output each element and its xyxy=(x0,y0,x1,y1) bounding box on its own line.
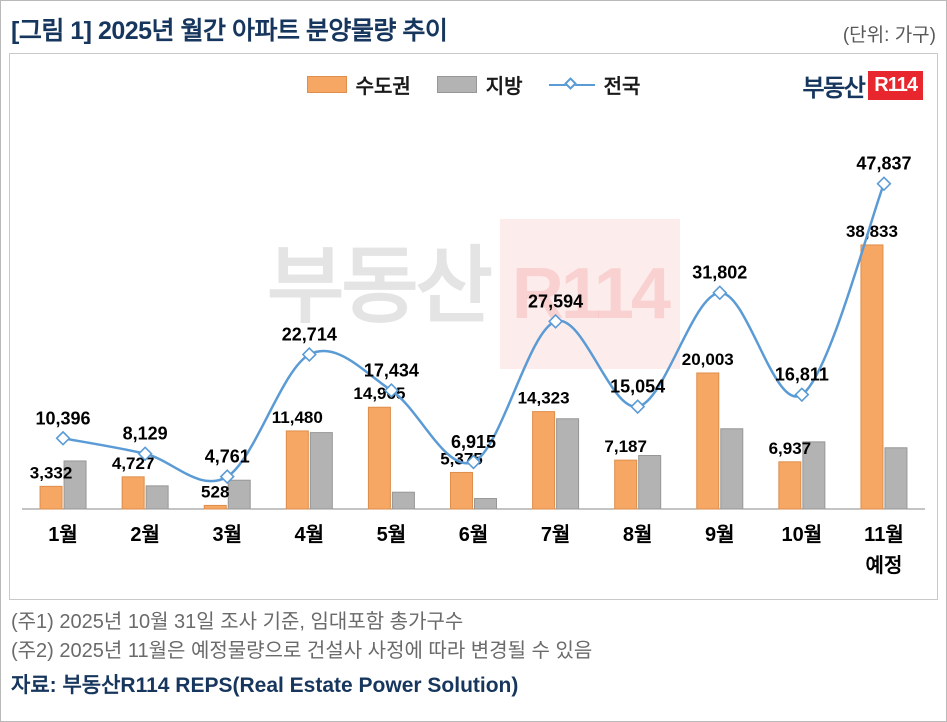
figure-title: [그림 1] 2025년 월간 아파트 분양물량 추이 xyxy=(11,17,448,45)
svg-text:38,833: 38,833 xyxy=(846,222,898,241)
brand-logo: 부동산 R114 xyxy=(803,68,923,103)
svg-text:8,129: 8,129 xyxy=(123,424,168,444)
svg-text:6월: 6월 xyxy=(459,523,489,546)
svg-text:3,332: 3,332 xyxy=(30,463,73,482)
svg-text:10,396: 10,396 xyxy=(36,408,91,428)
svg-text:17,434: 17,434 xyxy=(364,360,419,380)
svg-text:4,761: 4,761 xyxy=(205,447,250,467)
svg-text:11,480: 11,480 xyxy=(272,408,323,427)
footnote-1: (주1) 2025년 10월 31일 조사 기준, 임대포함 총가구수 xyxy=(11,611,464,633)
brand-r114-badge: R114 xyxy=(868,71,923,100)
svg-text:6,915: 6,915 xyxy=(451,432,496,452)
figure-header: [그림 1] 2025년 월간 아파트 분양물량 추이 (단위: 가구) xyxy=(1,1,946,51)
svg-text:8월: 8월 xyxy=(623,523,653,546)
svg-text:31,802: 31,802 xyxy=(692,263,747,283)
svg-text:22,714: 22,714 xyxy=(282,325,337,345)
svg-text:7,187: 7,187 xyxy=(604,437,647,456)
svg-text:4월: 4월 xyxy=(295,523,325,546)
footnotes: (주1) 2025년 10월 31일 조사 기준, 임대포함 총가구수 (주2)… xyxy=(1,600,946,699)
svg-text:16,811: 16,811 xyxy=(775,365,829,385)
svg-text:3월: 3월 xyxy=(212,523,242,546)
svg-text:2월: 2월 xyxy=(130,523,160,546)
svg-text:7월: 7월 xyxy=(541,523,571,546)
svg-text:11월: 11월 xyxy=(864,523,904,546)
chart-area: 수도권 지방 전국 부동산 R114 부동산 R114 3,332 1월 4,727… xyxy=(9,53,938,600)
svg-text:528: 528 xyxy=(201,482,229,501)
combo-bar-line-chart: 3,3321월4,7272월5283월11,4804월14,9655월5,375… xyxy=(22,154,925,577)
svg-text:10월: 10월 xyxy=(782,523,823,546)
source-line: 자료: 부동산R114 REPS(Real Estate Power Solut… xyxy=(11,674,519,697)
svg-text:9월: 9월 xyxy=(705,523,735,546)
svg-text:6,937: 6,937 xyxy=(769,439,812,458)
brand-logo-text: 부동산 xyxy=(802,75,866,102)
svg-text:5월: 5월 xyxy=(377,523,407,546)
svg-text:예정: 예정 xyxy=(866,554,903,577)
svg-text:27,594: 27,594 xyxy=(528,291,583,311)
svg-text:1월: 1월 xyxy=(48,523,78,546)
svg-text:14,323: 14,323 xyxy=(518,389,570,408)
svg-text:47,837: 47,837 xyxy=(856,154,911,174)
footnote-2: (주2) 2025년 11월은 예정물량으로 건설사 사정에 따라 변경될 수 … xyxy=(11,640,593,662)
unit-note: (단위: 가구) xyxy=(842,25,936,46)
svg-text:15,054: 15,054 xyxy=(610,377,665,397)
svg-text:20,003: 20,003 xyxy=(682,350,734,369)
